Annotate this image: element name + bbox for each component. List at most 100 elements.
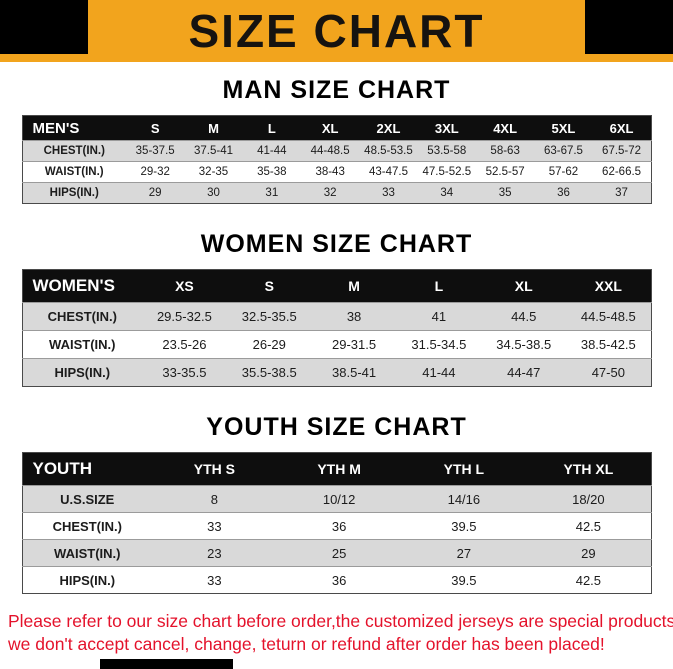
women-section-title: WOMEN SIZE CHART [200, 230, 473, 258]
row-label: HIPS(IN.) [22, 358, 142, 387]
size-value: 32.5-35.5 [226, 302, 312, 331]
men-table-body: CHEST(IN.) 35-37.5 37.5-41 41-44 44-48.5 48.5… [22, 140, 651, 204]
man-section-title: MAN SIZE CHART [222, 76, 451, 104]
size-column-header: XL [300, 115, 360, 141]
size-value: 52.5-57 [475, 161, 535, 183]
size-column-header: YTH S [152, 452, 277, 486]
size-value: 41-44 [396, 358, 482, 387]
size-value: 34.5-38.5 [481, 330, 567, 359]
size-value: 29.5-32.5 [142, 302, 227, 331]
size-value: 38 [311, 302, 397, 331]
size-column-header: L [396, 269, 482, 303]
size-column-header: 3XL [417, 115, 476, 141]
man-size-chart-section: MAN SIZE CHART MEN'S S M L XL 2XL 3XL 4XL 5XL 6XL… [0, 76, 673, 204]
size-column-header: 2XL [359, 115, 418, 141]
size-column-header: S [226, 269, 312, 303]
size-value: 23 [152, 539, 277, 567]
youth-size-table: YOUTH YTH S YTH M YTH L YTH XL U.S.SIZE 8 10/1… [21, 452, 652, 594]
row-label: WAIST(IN.) [22, 539, 152, 567]
bottom-black-bar [100, 659, 233, 669]
size-value: 33 [152, 512, 277, 540]
row-label: WAIST(IN.) [22, 330, 142, 359]
women-size-chart-section: WOMEN SIZE CHART WOMEN'S XS S M L XL XXL CHEST… [0, 230, 673, 387]
size-value: 36 [276, 566, 402, 594]
size-value: 39.5 [401, 566, 527, 594]
table-row: HIPS(IN.) 33 36 39.5 42.5 [22, 566, 651, 594]
size-value: 44-47 [481, 358, 567, 387]
size-value: 47.5-52.5 [417, 161, 476, 183]
size-value: 29-31.5 [311, 330, 397, 359]
men-size-table: MEN'S S M L XL 2XL 3XL 4XL 5XL 6XL CHEST(IN.) 35-3… [21, 115, 652, 204]
table-row: HIPS(IN.) 33-35.5 35.5-38.5 38.5-41 41-44 44-… [22, 358, 651, 387]
women-table-body: CHEST(IN.) 29.5-32.5 32.5-35.5 38 41 44.5 44.5… [22, 302, 651, 387]
table-row: WAIST(IN.) 23 25 27 29 [22, 539, 651, 567]
size-value: 14/16 [401, 485, 527, 513]
table-corner-header: WOMEN'S [22, 269, 142, 303]
size-column-header: L [242, 115, 301, 141]
size-column-header: S [126, 115, 185, 141]
row-label: HIPS(IN.) [22, 566, 152, 594]
size-value: 44.5-48.5 [566, 302, 651, 331]
size-value: 39.5 [401, 512, 527, 540]
size-column-header: 6XL [592, 115, 651, 141]
size-column-header: 4XL [475, 115, 535, 141]
size-value: 32 [300, 182, 360, 204]
size-value: 35-38 [242, 161, 301, 183]
size-value: 33 [359, 182, 418, 204]
size-column-header: M [184, 115, 243, 141]
size-value: 35.5-38.5 [226, 358, 312, 387]
size-value: 38.5-42.5 [566, 330, 651, 359]
size-value: 35-37.5 [126, 140, 185, 162]
row-label: WAIST(IN.) [22, 161, 126, 183]
size-value: 23.5-26 [142, 330, 227, 359]
row-label: CHEST(IN.) [22, 512, 152, 540]
size-value: 47-50 [566, 358, 651, 387]
size-value: 37 [592, 182, 651, 204]
size-column-header: YTH L [401, 452, 527, 486]
table-row: WAIST(IN.) 23.5-26 26-29 29-31.5 31.5-34.5 34… [22, 330, 651, 359]
size-value: 34 [417, 182, 476, 204]
size-value: 42.5 [526, 512, 651, 540]
size-value: 44.5 [481, 302, 567, 331]
size-value: 36 [276, 512, 402, 540]
youth-size-chart-section: YOUTH SIZE CHART YOUTH YTH S YTH M YTH L YTH… [0, 413, 673, 594]
size-value: 48.5-53.5 [359, 140, 418, 162]
table-row: HIPS(IN.) 29 30 31 32 33 34 35 36 37 [22, 182, 651, 204]
size-value: 18/20 [526, 485, 651, 513]
size-value: 35 [475, 182, 535, 204]
size-value: 38-43 [300, 161, 360, 183]
size-column-header: XXL [566, 269, 651, 303]
size-value: 62-66.5 [592, 161, 651, 183]
table-row: U.S.SIZE 8 10/12 14/16 18/20 [22, 485, 651, 513]
row-label: U.S.SIZE [22, 485, 152, 513]
size-value: 37.5-41 [184, 140, 243, 162]
size-value: 42.5 [526, 566, 651, 594]
men-table-header-row: MEN'S S M L XL 2XL 3XL 4XL 5XL 6XL [22, 115, 651, 141]
banner-corner-right [585, 0, 673, 54]
size-value: 32-35 [184, 161, 243, 183]
size-value: 57-62 [534, 161, 593, 183]
size-value: 31 [242, 182, 301, 204]
footer-disclaimer-line-2: we don't accept cancel, change, teturn o… [8, 634, 605, 655]
row-label: CHEST(IN.) [22, 302, 142, 331]
table-corner-header: MEN'S [22, 115, 126, 141]
size-value: 41 [396, 302, 482, 331]
size-value: 10/12 [276, 485, 402, 513]
size-column-header: YTH M [276, 452, 402, 486]
women-table-header-row: WOMEN'S XS S M L XL XXL [22, 269, 651, 303]
row-label: HIPS(IN.) [22, 182, 126, 204]
size-value: 67.5-72 [592, 140, 651, 162]
size-value: 29 [526, 539, 651, 567]
size-value: 44-48.5 [300, 140, 360, 162]
size-column-header: YTH XL [526, 452, 651, 486]
size-value: 33 [152, 566, 277, 594]
size-value: 30 [184, 182, 243, 204]
youth-table-body: U.S.SIZE 8 10/12 14/16 18/20 CHEST(IN.) 33 36 39… [22, 485, 651, 594]
youth-table-header-row: YOUTH YTH S YTH M YTH L YTH XL [22, 452, 651, 486]
size-value: 53.5-58 [417, 140, 476, 162]
size-value: 58-63 [475, 140, 535, 162]
size-column-header: XL [481, 269, 567, 303]
size-column-header: M [311, 269, 397, 303]
banner-corner-left [0, 0, 88, 54]
